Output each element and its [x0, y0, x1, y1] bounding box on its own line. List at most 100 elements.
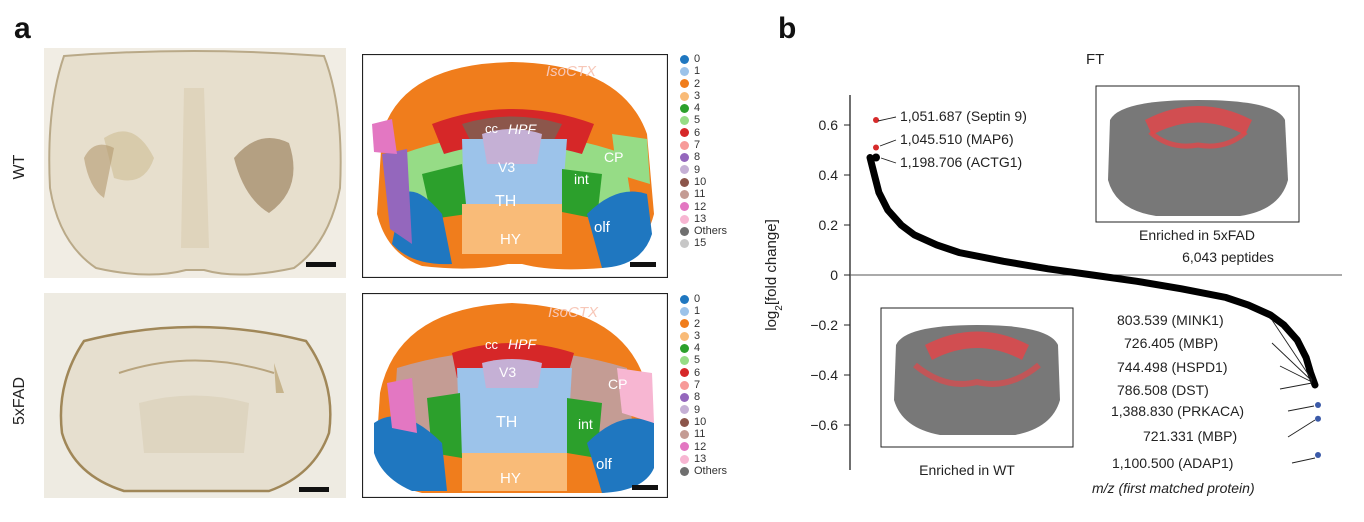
legend-item-5xfad-13: 13: [680, 453, 727, 465]
legend-swatch: [680, 103, 689, 113]
highlight-point: [1315, 402, 1321, 408]
annotation-adap1: 1,100.500 (ADAP1): [1112, 455, 1233, 471]
annotation-mbp-726: 726.405 (MBP): [1124, 335, 1218, 351]
legend-swatch: [680, 429, 689, 439]
cluster-map-5xfad: IsoCTX cc HPF V3 TH CP int HY olf: [362, 293, 668, 498]
legend-item-wt-1: 1: [680, 65, 727, 77]
legend-item-5xfad-4: 4: [680, 342, 727, 354]
legend-item-wt-15: 15: [680, 237, 727, 249]
legend-label: 8: [694, 391, 701, 404]
chart-title: FT: [1086, 51, 1104, 68]
legend-swatch: [680, 380, 689, 390]
legend-label: 2: [694, 317, 701, 330]
legend-label: 6: [694, 366, 701, 379]
legend-swatch: [680, 393, 689, 403]
region-label-th: TH: [496, 414, 517, 431]
annotation-dst: 786.508 (DST): [1117, 382, 1209, 398]
legend-item-5xfad-others: Others: [680, 465, 727, 477]
legend-item-wt-2: 2: [680, 78, 727, 90]
inset-enriched-wt: Enriched in WT: [880, 307, 1074, 478]
scale-bar: [299, 487, 329, 492]
legend-swatch: [680, 239, 689, 249]
region-label-hpf: HPF: [508, 121, 537, 137]
region-label-isoctx: IsoCTX: [548, 304, 599, 321]
scale-bar: [306, 262, 336, 267]
panel-a-letter: a: [14, 12, 31, 45]
y-tick-label: −0.2: [810, 317, 838, 333]
highlight-point: [872, 153, 880, 162]
legend-label: 13: [694, 452, 707, 465]
leader-lines: [877, 116, 1316, 464]
scale-bar: [630, 262, 656, 267]
annotation-map6: 1,045.510 (MAP6): [900, 131, 1014, 147]
legend-label: 9: [694, 163, 701, 176]
legend-label: 5: [694, 354, 701, 367]
legend-label: 5: [694, 114, 701, 127]
legend-label: 2: [694, 77, 701, 90]
legend-label: 12: [694, 440, 707, 453]
legend-swatch: [680, 116, 689, 126]
legend-item-wt-13: 13: [680, 213, 727, 225]
row-label-5xfad: 5xFAD: [11, 377, 28, 426]
region-label-v3: V3: [498, 159, 515, 175]
y-tick-label: 0.4: [819, 167, 839, 183]
legend-swatch: [680, 368, 689, 378]
legend-label: 0: [694, 293, 701, 305]
legend-swatch: [680, 226, 689, 236]
legend-label: 13: [694, 212, 707, 225]
legend-swatch: [680, 319, 689, 329]
panel-b-letter: b: [778, 12, 797, 45]
highlight-point: [873, 144, 879, 151]
legend-label: 6: [694, 126, 701, 139]
legend-item-5xfad-9: 9: [680, 404, 727, 416]
region-label-cc: cc: [485, 337, 499, 352]
legend-swatch: [680, 165, 689, 175]
legend-item-wt-8: 8: [680, 151, 727, 163]
brain-photo-5xfad: [44, 293, 346, 498]
cluster-legend-wt: 0 1 2 3 4 5 6 7 8 9 10 11 12 13 Others 15: [680, 53, 727, 250]
region-label-hy: HY: [500, 470, 521, 487]
region-label-hpf: HPF: [508, 336, 537, 352]
legend-label: 7: [694, 379, 701, 392]
region-label-v3: V3: [499, 364, 516, 380]
legend-label: 15: [694, 237, 707, 250]
highlight-point: [1315, 452, 1321, 458]
legend-item-5xfad-0: 0: [680, 293, 727, 305]
legend-label: Others: [694, 465, 728, 478]
cluster-map-wt: IsoCTX cc HPF V3 TH CP int HY olf: [362, 54, 668, 278]
legend-swatch: [680, 54, 689, 64]
legend-item-5xfad-5: 5: [680, 354, 727, 366]
legend-item-5xfad-6: 6: [680, 367, 727, 379]
annotation-hspd1: 744.498 (HSPD1): [1117, 359, 1228, 375]
region-label-int: int: [574, 171, 589, 187]
legend-label: 4: [694, 102, 701, 115]
inset-enriched-5xfad: Enriched in 5xFAD 6,043 peptides: [1095, 85, 1300, 265]
legend-swatch: [680, 91, 689, 101]
highlight-point: [873, 117, 879, 123]
annotation-mink1: 803.539 (MINK1): [1117, 312, 1224, 328]
ranked-fold-change-curve: [866, 154, 1319, 389]
legend-swatch: [680, 356, 689, 366]
legend-item-wt-6: 6: [680, 127, 727, 139]
x-axis-note: m/z (first matched protein): [1092, 480, 1255, 496]
legend-label: 4: [694, 342, 701, 355]
legend-item-wt-9: 9: [680, 164, 727, 176]
region-label-cc: cc: [485, 121, 499, 136]
legend-item-5xfad-12: 12: [680, 441, 727, 453]
highlight-point: [1315, 415, 1321, 422]
legend-label: 1: [694, 65, 701, 78]
legend-item-wt-7: 7: [680, 139, 727, 151]
y-tick-label: −0.6: [810, 417, 838, 433]
legend-swatch: [680, 343, 689, 353]
legend-label: 3: [694, 89, 701, 102]
legend-swatch: [680, 214, 689, 224]
legend-item-5xfad-2: 2: [680, 318, 727, 330]
legend-swatch: [680, 202, 689, 212]
legend-swatch: [680, 66, 689, 76]
legend-label: 3: [694, 329, 701, 342]
legend-item-5xfad-7: 7: [680, 379, 727, 391]
legend-label: 11: [694, 428, 706, 441]
fold-change-chart: FT log2[fold change] 0.6 0.4 0.2 0 −0.2 −0.4 −…: [763, 51, 1342, 496]
legend-swatch: [680, 417, 689, 427]
region-label-th: TH: [495, 193, 516, 210]
